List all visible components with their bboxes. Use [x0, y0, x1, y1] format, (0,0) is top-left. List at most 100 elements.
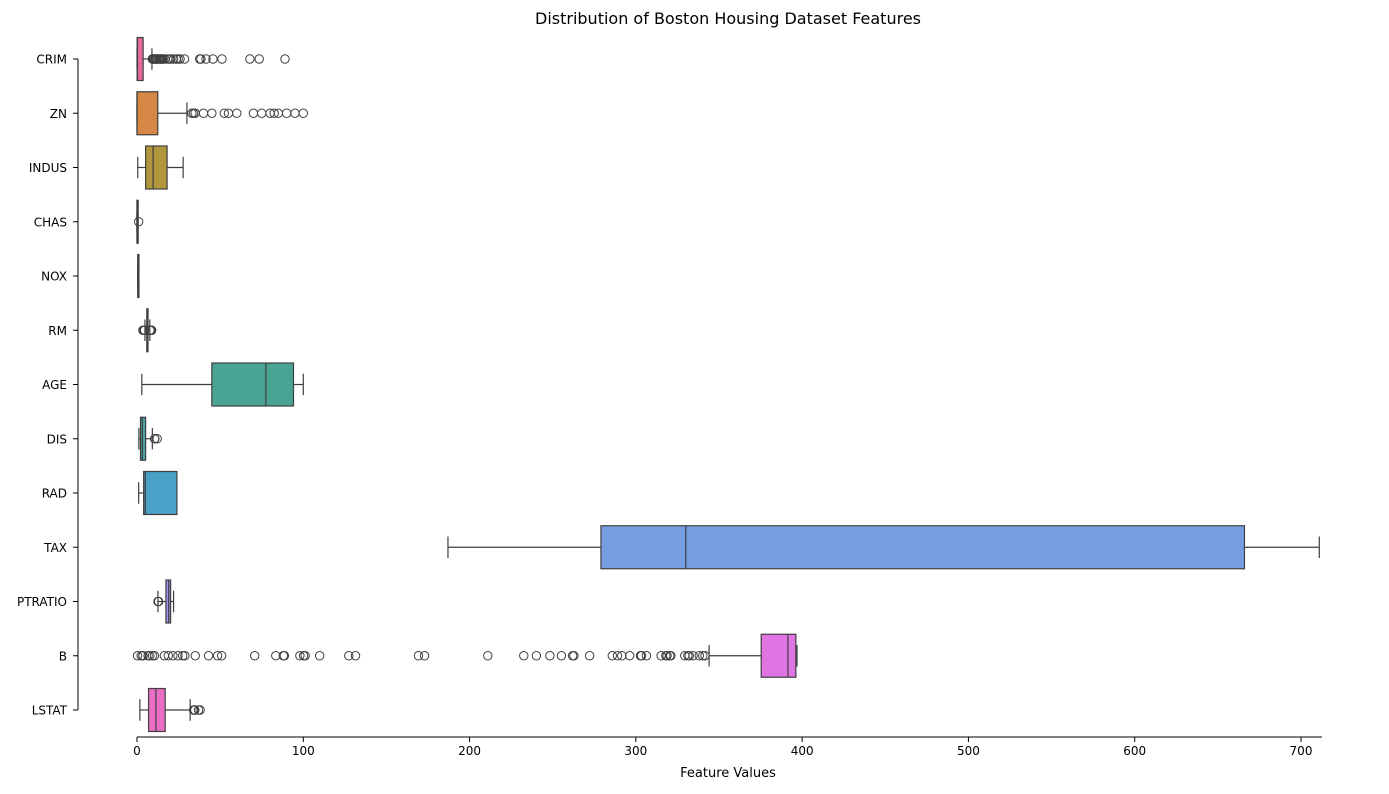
box-lstat — [139, 687, 205, 733]
outlier-point — [150, 434, 160, 444]
x-tick-label: 600 — [1123, 744, 1146, 758]
outlier-point — [132, 651, 143, 661]
outlier-point — [133, 217, 144, 227]
outlier-point — [152, 434, 162, 444]
outlier-point — [698, 651, 708, 661]
outlier-point — [163, 651, 173, 661]
outlier-point — [694, 651, 705, 661]
outlier-point — [248, 108, 259, 118]
outlier-point — [280, 54, 290, 64]
x-axis-label: Feature Values — [680, 766, 776, 781]
y-tick-label-rad: RAD — [42, 487, 67, 501]
outlier-point — [700, 651, 710, 661]
outlier-point — [281, 108, 292, 118]
outlier-point — [217, 54, 227, 64]
outlier-point — [545, 651, 555, 661]
box-zn — [136, 91, 308, 136]
y-tick-label-zn: ZN — [50, 107, 67, 121]
x-tick-label: 400 — [791, 744, 814, 758]
x-tick-label: 200 — [458, 744, 481, 758]
outlier-point — [198, 108, 209, 118]
outlier-point — [149, 651, 160, 661]
outlier-point — [168, 651, 178, 661]
outlier-point — [207, 108, 217, 118]
box-tax — [447, 525, 1320, 570]
outlier-point — [617, 651, 627, 661]
x-tick-label: 700 — [1290, 744, 1313, 758]
outlier-point — [179, 54, 190, 64]
iqr-box — [145, 145, 168, 190]
outlier-point — [190, 705, 200, 715]
x-tick-label: 100 — [292, 744, 315, 758]
iqr-box — [143, 470, 178, 516]
outlier-point — [201, 54, 211, 64]
y-tick-label-rm: RM — [48, 324, 67, 338]
outlier-point — [688, 651, 698, 661]
iqr-box — [760, 633, 797, 678]
outlier-point — [350, 651, 361, 661]
x-tick-label: 0 — [133, 744, 141, 758]
outlier-point — [641, 651, 652, 661]
x-axis-ticks: 0 100 200 300 400 500 600 700 — [133, 737, 1312, 758]
y-tick-label-chas: CHAS — [34, 215, 67, 229]
chart-title: Distribution of Boston Housing Dataset F… — [535, 9, 921, 28]
y-tick-label-ptratio: PTRATIO — [17, 595, 67, 609]
outlier-point — [216, 651, 227, 661]
outlier-point — [314, 651, 325, 661]
y-tick-label-crim: CRIM — [36, 53, 67, 67]
box-rad — [138, 470, 178, 516]
outlier-point — [153, 596, 164, 607]
box-dis — [138, 416, 162, 461]
outlier-point — [607, 651, 617, 661]
outlier-point — [300, 651, 310, 661]
box-crim — [136, 36, 290, 82]
outlier-point — [624, 651, 635, 661]
y-tick-label-tax: TAX — [43, 541, 67, 555]
outlier-point — [250, 651, 260, 661]
outlier-point — [139, 325, 150, 335]
outlier-point — [165, 54, 176, 64]
y-axis-ticks: CRIM ZN INDUS CHAS NOX RM AGE DIS RAD TAX PTRATIO B… — [17, 53, 78, 718]
outlier-point — [219, 108, 230, 118]
y-tick-label-lstat: LSTAT — [32, 704, 68, 718]
outlier-point — [483, 651, 493, 661]
box-nox — [137, 253, 140, 299]
iqr-box — [139, 416, 147, 461]
outlier-point — [173, 651, 183, 661]
outlier-point — [290, 108, 300, 118]
outlier-point — [636, 651, 647, 661]
y-tick-label-indus: INDUS — [29, 161, 67, 175]
y-tick-label-b: B — [59, 649, 67, 663]
outlier-point — [175, 54, 185, 64]
plot-area — [132, 36, 1320, 733]
outlier-point — [666, 651, 676, 661]
outlier-point — [569, 651, 579, 661]
outlier-point — [279, 651, 290, 661]
box-indus — [137, 145, 184, 190]
box-ptratio — [153, 579, 175, 624]
outlier-point — [612, 651, 623, 661]
iqr-box — [147, 687, 166, 733]
outlier-point — [413, 651, 424, 661]
y-tick-label-dis: DIS — [47, 432, 67, 446]
outlier-point — [556, 651, 567, 661]
x-tick-label: 500 — [957, 744, 980, 758]
outlier-point — [269, 108, 279, 118]
iqr-box — [600, 525, 1246, 570]
outlier-point — [196, 54, 206, 64]
outlier-point — [295, 651, 305, 661]
outlier-point — [180, 651, 190, 661]
iqr-box — [136, 91, 159, 136]
outlier-point — [531, 651, 542, 661]
box-rm — [138, 308, 157, 353]
iqr-box — [211, 362, 295, 407]
outlier-point — [298, 108, 308, 118]
outlier-point — [145, 651, 155, 661]
y-tick-label-nox: NOX — [41, 270, 67, 284]
outlier-point — [257, 108, 267, 118]
outlier-point — [146, 325, 157, 335]
outlier-point — [684, 651, 694, 661]
box-chas — [133, 199, 144, 244]
